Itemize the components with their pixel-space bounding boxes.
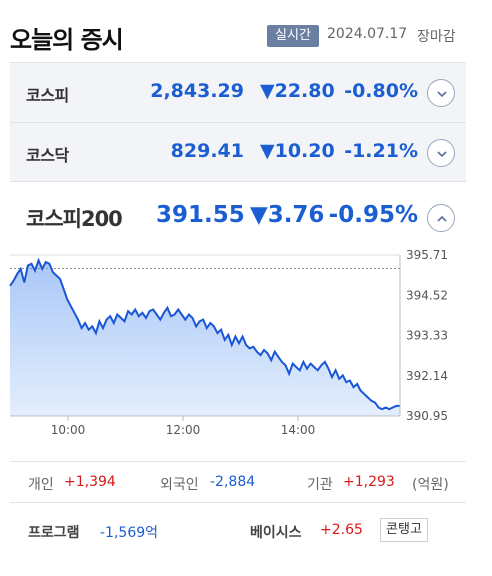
contango-badge: 콘탱고: [380, 518, 428, 542]
x-axis-ticks: 10:00 12:00 14:00: [51, 416, 316, 437]
basis-label: 베이시스: [250, 525, 302, 541]
market-status: 장마감: [417, 29, 456, 45]
chart-svg: 395.71 394.52 393.33 392.14 390.95 10:00 12:0…: [9, 248, 448, 437]
index-percent: -1.21%: [344, 140, 418, 162]
expand-kosdaq-button[interactable]: [427, 139, 455, 167]
index-row-kospi[interactable]: 코스피 2,843.29 ▼22.80 -0.80%: [10, 62, 466, 122]
collapse-kospi200-button[interactable]: [427, 204, 455, 232]
expand-kospi-button[interactable]: [427, 79, 455, 107]
x-tick-label: 12:00: [166, 423, 201, 437]
individual-value: +1,394: [64, 474, 116, 490]
market-header: 오늘의 증시 실시간 2024.07.17 장마감: [0, 0, 492, 62]
realtime-badge[interactable]: 실시간: [267, 25, 319, 47]
y-tick-label: 390.95: [406, 409, 448, 423]
y-tick-label: 393.33: [406, 329, 448, 343]
index-percent: -0.95%: [328, 202, 418, 228]
chevron-up-icon: [437, 215, 447, 222]
y-tick-label: 395.71: [406, 248, 448, 262]
chart-line: [9, 257, 400, 411]
x-tick-label: 10:00: [51, 423, 86, 437]
index-change: ▼22.80: [260, 80, 335, 102]
chevron-down-icon: [437, 151, 447, 158]
y-tick-label: 392.14: [406, 369, 448, 383]
index-name: 코스닥: [26, 146, 69, 165]
individual-label: 개인: [28, 477, 54, 493]
market-date: 2024.07.17: [327, 26, 408, 42]
index-value: 829.41: [170, 140, 244, 162]
index-change: ▼10.20: [260, 140, 335, 162]
investor-flows: 개인 +1,394 외국인 -2,884 기관 +1,293 (억원): [10, 461, 466, 503]
basis-value: +2.65: [320, 522, 363, 538]
y-axis-ticks: 395.71 394.52 393.33 392.14 390.95: [406, 248, 448, 423]
index-name: 코스피200: [26, 207, 123, 231]
chevron-down-icon: [437, 91, 447, 98]
index-change: ▼3.76: [250, 202, 325, 228]
x-tick-label: 14:00: [281, 423, 316, 437]
page-title: 오늘의 증시: [10, 26, 124, 54]
index-row-kosdaq[interactable]: 코스닥 829.41 ▼10.20 -1.21%: [10, 122, 466, 182]
y-tick-label: 394.52: [406, 288, 448, 302]
program-label: 프로그램: [28, 525, 80, 541]
foreign-label: 외국인: [160, 477, 199, 493]
index-percent: -0.80%: [344, 80, 418, 102]
index-row-kospi200[interactable]: 코스피200 391.55 ▼3.76 -0.95%: [10, 183, 466, 243]
index-value: 391.55: [156, 202, 245, 228]
institution-label: 기관: [307, 477, 333, 493]
foreign-value: -2,884: [210, 474, 256, 490]
kospi200-intraday-chart: 395.71 394.52 393.33 392.14 390.95 10:00 12:0…: [0, 240, 492, 445]
program-value: -1,569억: [100, 525, 159, 541]
index-value: 2,843.29: [150, 80, 244, 102]
index-name: 코스피: [26, 86, 69, 105]
program-basis-row: 프로그램 -1,569억 베이시스 +2.65 콘탱고: [0, 512, 492, 552]
institution-value: +1,293: [343, 474, 395, 490]
chart-area: [10, 260, 400, 416]
unit-label: (억원): [412, 477, 449, 493]
